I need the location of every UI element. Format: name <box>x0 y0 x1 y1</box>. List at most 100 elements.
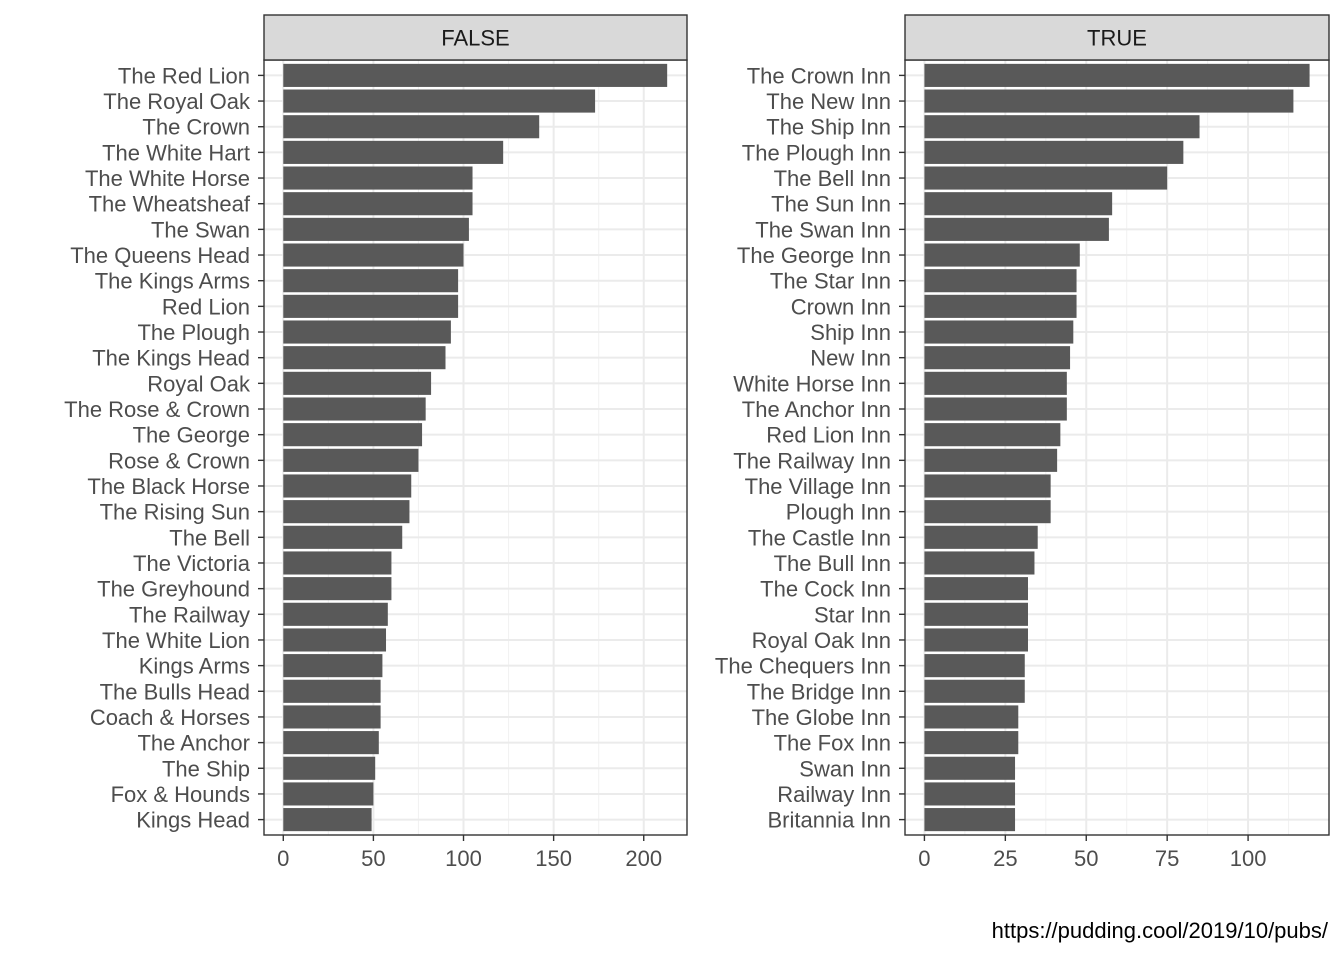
y-tick-label: Swan Inn <box>799 756 891 781</box>
bar <box>283 423 423 447</box>
bar <box>924 602 1028 626</box>
bar <box>924 294 1077 318</box>
y-tick-label: Kings Arms <box>139 654 250 679</box>
y-tick-label: White Horse Inn <box>733 371 891 396</box>
bar <box>283 705 381 729</box>
bar <box>283 551 392 575</box>
bar <box>924 63 1310 87</box>
bar <box>283 346 446 370</box>
bar <box>283 808 372 832</box>
y-tick-label: The Sun Inn <box>771 192 891 217</box>
y-tick-label: Kings Head <box>136 808 250 833</box>
bar <box>924 166 1168 190</box>
y-tick-label: The Crown Inn <box>747 63 891 88</box>
bar <box>283 166 473 190</box>
x-tick-label: 0 <box>918 846 930 871</box>
bar <box>283 577 392 601</box>
bar <box>283 140 504 164</box>
y-tick-label: The Ship Inn <box>766 115 891 140</box>
bar <box>924 705 1019 729</box>
y-tick-label: The Plough Inn <box>742 140 891 165</box>
y-tick-label: The Red Lion <box>118 63 250 88</box>
y-tick-label: The Queens Head <box>70 243 250 268</box>
bar <box>924 474 1051 498</box>
bar <box>283 448 419 472</box>
y-tick-label: Coach & Horses <box>90 705 250 730</box>
y-tick-label: The Kings Head <box>92 346 250 371</box>
bar <box>924 269 1077 293</box>
x-tick-label: 25 <box>993 846 1017 871</box>
bar <box>283 397 426 421</box>
y-tick-label: The Bell Inn <box>774 166 891 191</box>
y-tick-label: The Ship <box>162 756 250 781</box>
y-tick-label: The Black Horse <box>87 474 250 499</box>
y-tick-label: The Victoria <box>133 551 251 576</box>
y-tick-label: Plough Inn <box>786 500 891 525</box>
bar <box>283 679 381 703</box>
x-tick-label: 100 <box>1230 846 1267 871</box>
bar <box>283 756 376 780</box>
y-tick-label: The George <box>133 423 250 448</box>
facet-strip <box>904 14 1330 61</box>
bar <box>924 551 1035 575</box>
bar <box>283 217 469 241</box>
bar <box>924 628 1028 652</box>
bar <box>924 243 1080 267</box>
y-tick-label: The George Inn <box>737 243 891 268</box>
bar <box>924 500 1051 524</box>
y-tick-label: The Castle Inn <box>748 525 891 550</box>
bar <box>924 397 1067 421</box>
y-tick-label: The Swan Inn <box>755 217 891 242</box>
bar <box>924 346 1071 370</box>
bar <box>924 525 1038 549</box>
y-tick-label: The Railway Inn <box>733 448 891 473</box>
y-tick-label: The Greyhound <box>97 577 250 602</box>
y-tick-label: Royal Oak Inn <box>752 628 891 653</box>
bar <box>924 756 1016 780</box>
x-tick-label: 50 <box>1074 846 1098 871</box>
y-tick-label: Railway Inn <box>777 782 891 807</box>
x-tick-label: 150 <box>535 846 572 871</box>
bar <box>283 731 379 755</box>
bar <box>283 525 403 549</box>
y-tick-label: The Swan <box>151 217 250 242</box>
bar <box>283 500 410 524</box>
bar <box>283 63 668 87</box>
y-tick-label: The Wheatsheaf <box>89 192 251 217</box>
y-tick-label: The Fox Inn <box>774 731 891 756</box>
source-caption: https://pudding.cool/2019/10/pubs/ <box>991 918 1328 943</box>
bar <box>924 654 1025 678</box>
y-tick-label: Red Lion Inn <box>766 423 891 448</box>
y-tick-label: The White Lion <box>102 628 250 653</box>
y-tick-label: The New Inn <box>766 89 891 114</box>
bar <box>283 654 383 678</box>
bar <box>283 320 451 344</box>
y-tick-label: The Chequers Inn <box>715 654 891 679</box>
bar <box>924 115 1200 139</box>
bar <box>924 808 1016 832</box>
bar <box>924 217 1109 241</box>
x-tick-label: 50 <box>361 846 385 871</box>
bar <box>283 782 374 806</box>
bar <box>924 140 1184 164</box>
y-tick-label: The Bell <box>169 525 250 550</box>
y-tick-label: The Anchor <box>137 731 250 756</box>
bar <box>283 115 540 139</box>
y-tick-label: The Village Inn <box>745 474 891 499</box>
y-tick-label: The Kings Arms <box>95 269 250 294</box>
y-tick-label: The Rose & Crown <box>64 397 250 422</box>
bar <box>924 320 1074 344</box>
y-tick-label: Star Inn <box>814 602 891 627</box>
y-tick-label: The Crown <box>142 115 250 140</box>
facet-strip-label: FALSE <box>441 26 509 51</box>
bar <box>283 474 412 498</box>
x-tick-label: 200 <box>625 846 662 871</box>
bar <box>924 731 1019 755</box>
x-tick-label: 100 <box>445 846 482 871</box>
y-tick-label: The Bridge Inn <box>747 679 891 704</box>
bar <box>924 448 1058 472</box>
x-tick-label: 75 <box>1155 846 1179 871</box>
bar <box>924 192 1113 216</box>
